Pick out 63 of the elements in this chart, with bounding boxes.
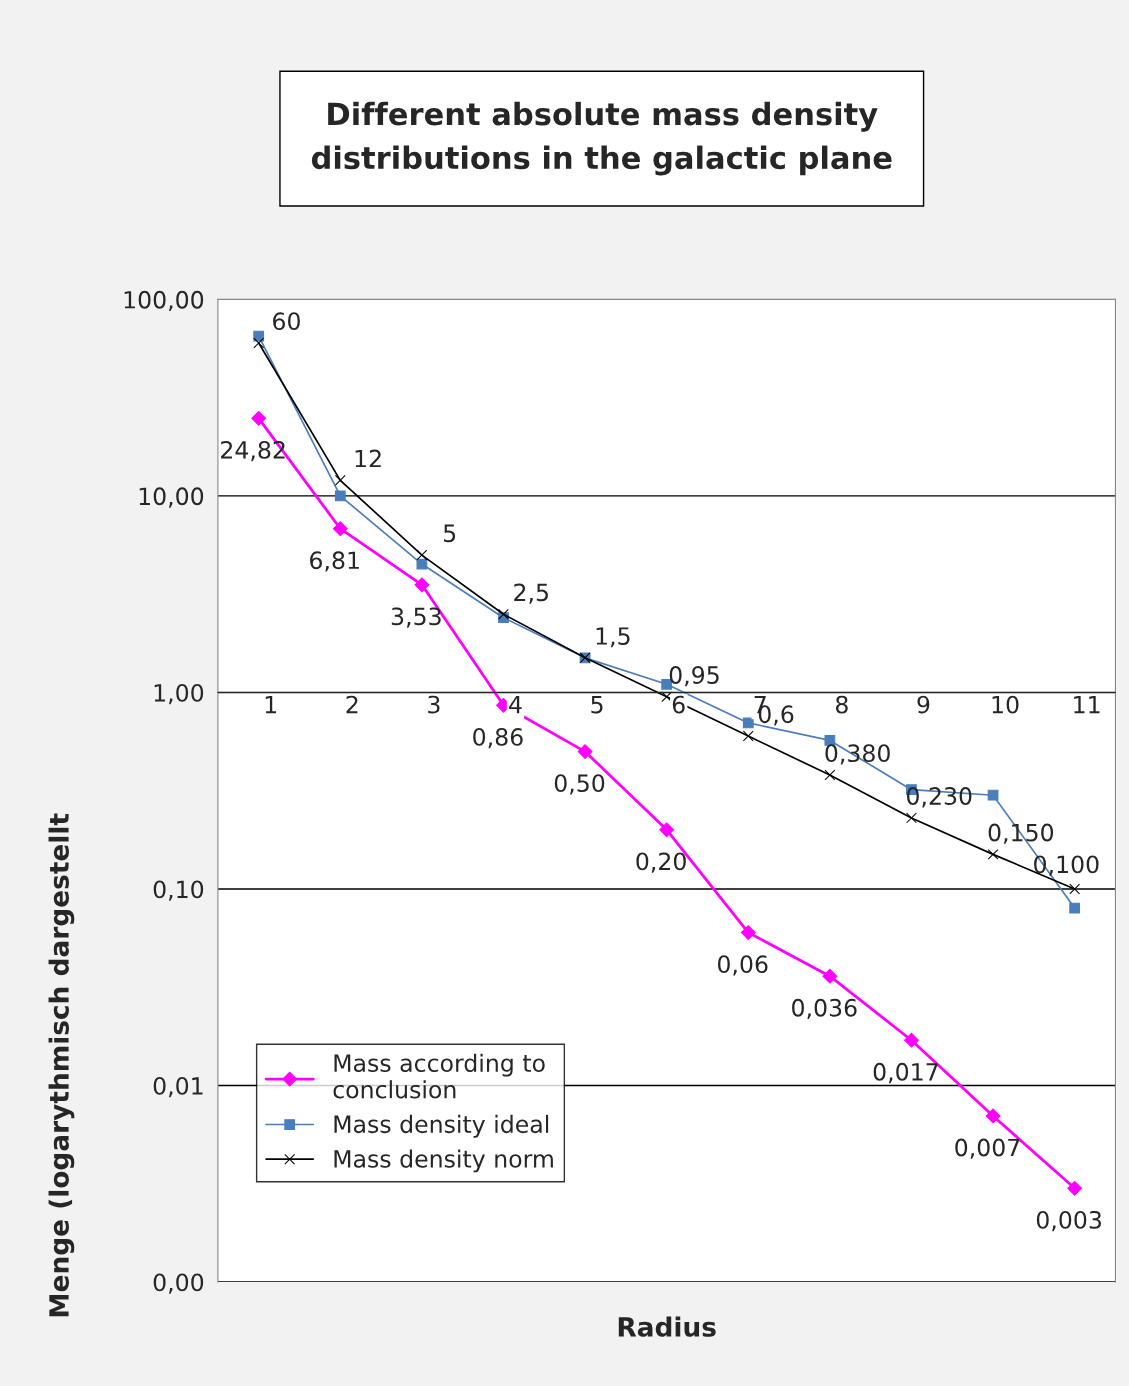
y-tick-label: 1,00 <box>154 683 204 705</box>
data-label: 0,06 <box>717 955 768 976</box>
data-label: 2,5 <box>514 583 548 604</box>
y-axis-title: Menge (logarythmisch dargestellt <box>48 813 75 1317</box>
point <box>987 848 999 860</box>
x-tick-label: 11 <box>1074 695 1100 714</box>
y-tick-label: 0,01 <box>153 1076 203 1098</box>
x-tick-label: 1 <box>265 695 277 714</box>
legend-label: Mass according to conclusion <box>333 1053 545 1099</box>
point <box>577 744 593 759</box>
point <box>334 490 346 502</box>
y-tick-label: 10,00 <box>139 487 204 508</box>
point <box>742 717 754 729</box>
data-label: 5 <box>443 524 456 543</box>
x-tick-label: 3 <box>428 695 440 714</box>
data-label: 3,53 <box>391 607 441 628</box>
point <box>742 730 754 742</box>
x-tick-label: 5 <box>591 695 603 714</box>
point <box>659 822 675 838</box>
legend-label: Mass density ideal <box>334 1114 549 1138</box>
point <box>1069 902 1081 914</box>
data-label: 0,86 <box>473 727 523 749</box>
point <box>822 968 838 984</box>
data-label: 0,036 <box>792 998 857 1020</box>
x-tick-label: 2 <box>346 695 358 714</box>
x-tick-label: 6 <box>672 695 685 714</box>
data-label: 0,007 <box>955 1138 1020 1159</box>
point <box>824 769 836 781</box>
point <box>251 410 267 426</box>
chart-title: Different absolute mass density distributions in the galactic plane <box>311 101 892 176</box>
data-label: 0,50 <box>554 774 605 795</box>
point <box>987 789 999 801</box>
point <box>904 1032 919 1048</box>
point <box>414 577 430 593</box>
point <box>334 474 346 486</box>
y-tick-label: 0,00 <box>153 1273 204 1294</box>
x-tick-label: 8 <box>835 695 848 714</box>
point <box>253 337 265 349</box>
data-label: 0,230 <box>907 787 972 808</box>
point <box>740 925 756 940</box>
data-label: 6,81 <box>310 551 359 572</box>
data-label: 0,95 <box>669 666 719 687</box>
point <box>906 812 917 824</box>
point <box>332 521 348 537</box>
data-label: 1,5 <box>596 627 630 648</box>
point <box>661 691 673 703</box>
x-tick-label: 9 <box>917 695 930 714</box>
point <box>416 549 428 561</box>
x-tick-label: 4 <box>509 695 522 714</box>
x-tick-label: 10 <box>992 695 1019 714</box>
y-tick-label: 100,00 <box>124 290 204 312</box>
data-label: 60 <box>273 312 300 331</box>
x-axis-title: Radius <box>618 1316 716 1337</box>
data-label: 0,003 <box>1036 1210 1101 1232</box>
point <box>985 1108 1001 1124</box>
point <box>498 608 509 620</box>
legend-label: Mass density norm <box>334 1149 553 1173</box>
point <box>1069 883 1081 895</box>
data-label: 12 <box>355 449 381 468</box>
data-label: 0,20 <box>636 852 686 873</box>
data-label: 0,017 <box>873 1062 938 1084</box>
point <box>1067 1180 1083 1196</box>
y-tick-label: 0,10 <box>153 880 204 901</box>
